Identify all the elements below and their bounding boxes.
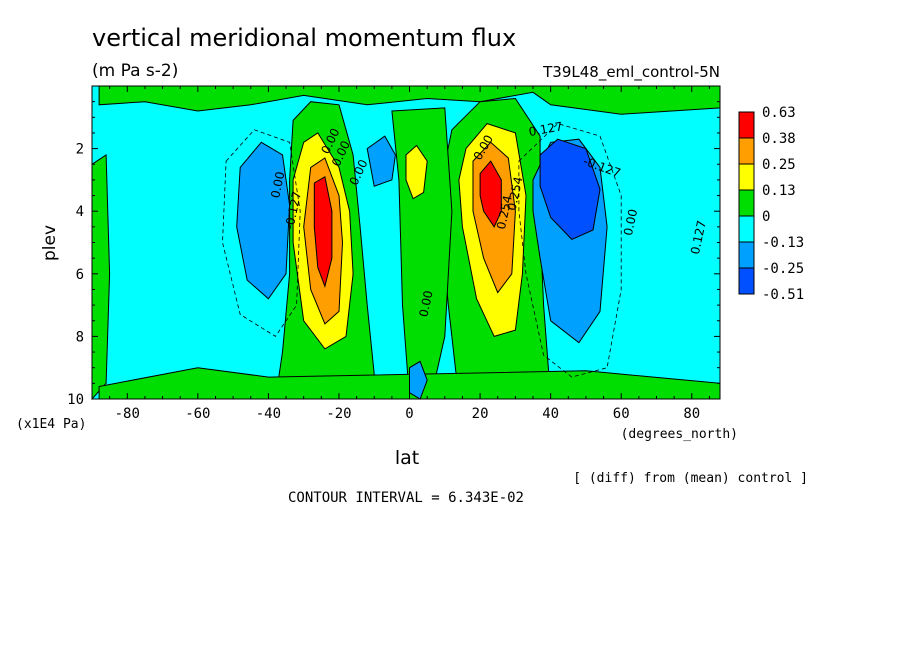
contour-label-12: 0.254 [494, 194, 515, 231]
filled-region-12 [405, 144, 428, 200]
y-axis: 2 4 6 8 10 [67, 101, 720, 408]
contour-label-9: 0.00 [621, 208, 640, 237]
x-tick-label: 40 [542, 406, 559, 422]
filled-region-11 [479, 160, 502, 228]
filled-region-16 [366, 135, 396, 187]
x-units-label: (degrees_north) [621, 427, 738, 442]
colorbar: 0.63 0.38 0.25 0.13 0 -0.13 -0.25 -0.51 [738, 105, 804, 303]
dataset-label: T39L48_eml_control-5N [542, 63, 720, 82]
colorbar-label-4: 0 [762, 209, 770, 225]
dashed-contour-1 [518, 123, 622, 378]
contour-interval-note: CONTOUR INTERVAL = 6.343E-02 [288, 490, 524, 506]
contour-label-11: 0.254 [505, 175, 526, 212]
contour-label-10: 0.127 [688, 219, 709, 256]
colorbar-swatch-6 [738, 267, 755, 295]
diff-note: [ (diff) from (mean) control ] [573, 471, 808, 486]
x-tick-label: 60 [613, 406, 630, 422]
colorbar-swatch-1 [738, 137, 755, 165]
x-axis-label: lat [395, 447, 419, 469]
colorbar-label-1: 0.38 [762, 131, 796, 147]
x-tick-label: -80 [115, 406, 140, 422]
plot-area: 0.00-0.1270.000.000.000.00-0.1270.1270.0… [91, 85, 721, 401]
colorbar-swatch-2 [738, 163, 755, 191]
filled-region-8 [313, 176, 333, 288]
colorbar-swatch-0 [738, 111, 755, 139]
x-tick-label: -60 [185, 406, 210, 422]
x-tick-label: 80 [683, 406, 700, 422]
filled-region-15 [539, 138, 601, 240]
y-tick-label: 2 [76, 142, 84, 158]
colorbar-label-0: 0.63 [762, 105, 796, 121]
colorbar-label-7: -0.51 [762, 287, 804, 303]
y-tick-label: 4 [76, 204, 84, 220]
x-tick-label: 0 [405, 406, 413, 422]
colorbar-swatch-3 [738, 189, 755, 217]
colorbar-label-3: 0.13 [762, 183, 796, 199]
filled-region-1 [91, 153, 111, 401]
chart-title: vertical meridional momentum flux [92, 24, 516, 52]
colorbar-label-5: -0.13 [762, 235, 804, 251]
contour-label-7: 0.127 [528, 119, 564, 139]
x-tick-label: 20 [472, 406, 489, 422]
filled-region-0 [98, 85, 721, 115]
colorbar-label-2: 0.25 [762, 157, 796, 173]
x-tick-label: -40 [256, 406, 281, 422]
colorbar-label-6: -0.25 [762, 261, 804, 277]
dashed-contour-0 [222, 129, 301, 337]
y-tick-label: 6 [76, 267, 84, 283]
contour-label-5: 0.00 [416, 289, 435, 318]
x-tick-label: -20 [326, 406, 351, 422]
y-axis-label: plev [40, 225, 60, 261]
y-tick-label: 10 [67, 392, 84, 408]
colorbar-swatch-5 [738, 241, 755, 269]
y-tick-label: 8 [76, 329, 84, 345]
units-label: (m Pa s-2) [92, 61, 178, 81]
filled-region-17 [409, 360, 428, 400]
colorbar-swatch-4 [738, 215, 755, 243]
filled-region-13 [236, 141, 291, 300]
contour-label-0: 0.00 [268, 170, 287, 199]
y-units-label: (x1E4 Pa) [16, 417, 86, 432]
x-axis: -80 -60 -40 -20 0 20 40 60 80 [91, 86, 710, 422]
